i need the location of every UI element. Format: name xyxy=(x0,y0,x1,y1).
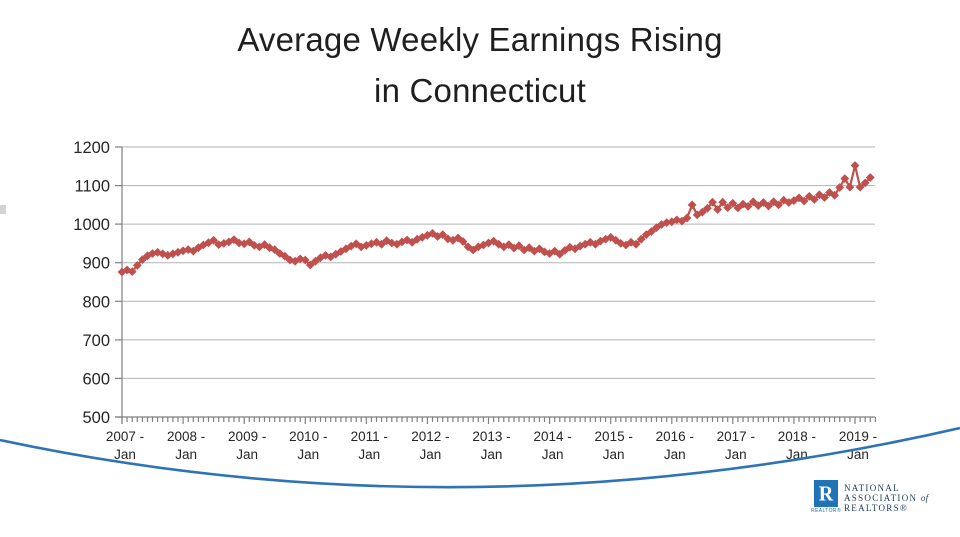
nar-brand-text: NATIONAL ASSOCIATION of REALTORS® xyxy=(844,480,928,513)
x-axis-label-year: 2019 - xyxy=(839,429,877,444)
x-axis-label-year: 2007 - xyxy=(106,429,144,444)
y-axis-label: 800 xyxy=(82,293,110,311)
x-axis-label-year: 2016 - xyxy=(656,429,694,444)
nar-brand-line1: NATIONAL xyxy=(844,483,900,493)
x-axis-label-year: 2018 - xyxy=(778,429,816,444)
x-axis-label-month: Jan xyxy=(420,447,442,462)
nar-logo: R REALTOR® NATIONAL ASSOCIATION of REALT… xyxy=(810,480,954,530)
y-axis-label: 500 xyxy=(82,409,110,427)
x-axis-label-month: Jan xyxy=(175,447,197,462)
x-axis-label-month: Jan xyxy=(297,447,319,462)
x-axis-label-year: 2010 - xyxy=(289,429,327,444)
slide-title: Average Weekly Earnings Rising in Connec… xyxy=(0,14,960,116)
y-axis-label: 1000 xyxy=(73,216,110,234)
realtor-badge-column: R REALTOR® xyxy=(810,480,842,514)
x-axis-label-year: 2017 - xyxy=(717,429,755,444)
left-edge-artifact xyxy=(0,205,6,214)
realtor-r-badge: R xyxy=(814,480,838,507)
y-axis-labels: 500 600 700 800 900 1000 1100 1200 xyxy=(73,139,110,427)
nar-brand-line3: REALTORS® xyxy=(844,503,909,513)
x-axis-label-month: Jan xyxy=(725,447,747,462)
realtor-badge-caption: REALTOR® xyxy=(810,508,842,514)
x-axis-label-month: Jan xyxy=(481,447,503,462)
earnings-series-markers xyxy=(117,161,875,277)
x-axis-label-month: Jan xyxy=(236,447,258,462)
x-axis-label-month: Jan xyxy=(664,447,686,462)
slide-title-line1: Average Weekly Earnings Rising xyxy=(237,21,723,58)
y-axis-label: 1100 xyxy=(75,178,110,196)
slide-title-line2: in Connecticut xyxy=(374,72,586,109)
x-axis-label-year: 2014 - xyxy=(533,429,571,444)
x-axis-label-year: 2008 - xyxy=(167,429,205,444)
x-axis-label-month: Jan xyxy=(542,447,564,462)
x-axis-label-year: 2011 - xyxy=(351,429,388,444)
x-axis-label-year: 2015 - xyxy=(595,429,633,444)
x-axis-label-year: 2012 - xyxy=(411,429,449,444)
axes xyxy=(115,146,877,424)
y-axis-label: 900 xyxy=(82,255,110,273)
x-axis-labels: 2007 - Jan 2008 - Jan 2009 - Jan 2010 - Jan 2011… xyxy=(106,429,877,462)
y-axis-label: 700 xyxy=(82,332,110,350)
x-axis-label-month: Jan xyxy=(358,447,380,462)
swoosh-curve xyxy=(0,426,960,489)
x-axis-label-month: Jan xyxy=(603,447,625,462)
earnings-series-line xyxy=(120,164,872,274)
nar-brand-line2: ASSOCIATION of xyxy=(844,493,929,503)
realtor-r-letter: R xyxy=(818,481,834,506)
y-axis-label: 600 xyxy=(82,370,110,388)
x-axis-label-year: 2013 - xyxy=(472,429,510,444)
y-axis-label: 1200 xyxy=(73,139,110,157)
gridlines xyxy=(122,146,875,379)
x-axis-label-year: 2009 - xyxy=(228,429,266,444)
x-axis-label-month: Jan xyxy=(114,447,136,462)
nar-brand-of: of xyxy=(920,493,929,503)
